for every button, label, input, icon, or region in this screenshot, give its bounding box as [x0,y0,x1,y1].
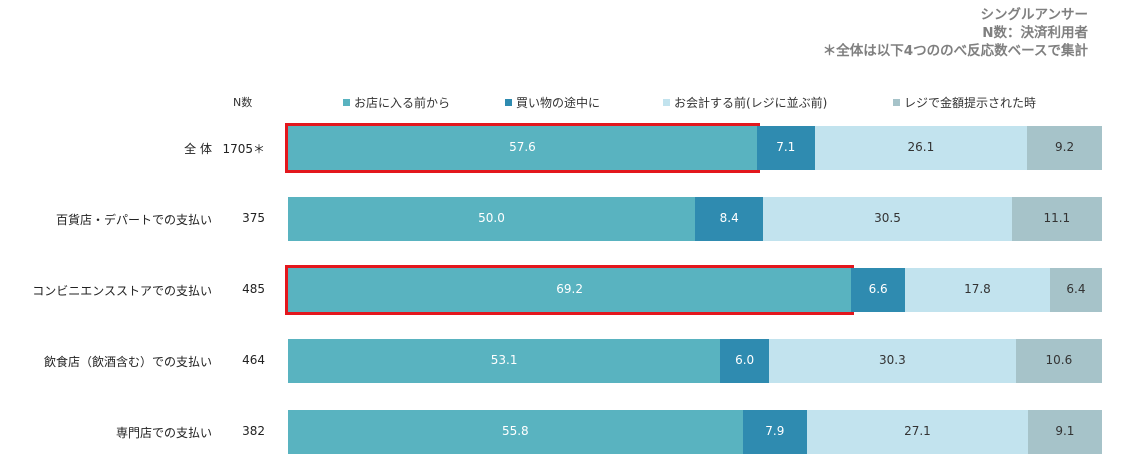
row-label: 飲食店（飲酒含む）での支払い [43,355,212,369]
bar-segment [720,339,770,383]
bar-segment [1027,126,1102,170]
data-label: 50.0 [478,211,505,225]
bar-segment [756,126,815,170]
bar-segment [1049,268,1102,312]
row-n-value: 464 [242,353,265,367]
bar-segment [763,197,1012,241]
data-label: 30.5 [874,211,901,225]
data-label: 26.1 [907,140,935,154]
legend-item: お店に入る前から [343,94,450,111]
legend-label: お会計する前(レジに並ぶ前) [674,96,828,110]
legend-swatch [343,99,350,106]
data-label: 30.3 [879,353,906,367]
legend-label: お店に入る前から [354,96,451,110]
data-label: 9.2 [1055,140,1075,154]
row-label: 百貨店・デパートでの支払い [55,213,212,227]
data-label: 11.1 [1043,211,1071,225]
bar-segment [814,126,1028,170]
data-label: 17.8 [964,282,991,296]
legend-label: レジで金額提示された時 [904,96,1037,110]
bar-segment [1027,410,1102,454]
note-line: N数：決済利用者 [982,25,1088,41]
note-line: シングルアンサー [980,7,1088,23]
legend-item: 買い物の途中に [505,94,600,111]
data-label: 6.6 [868,282,888,296]
row-n-value: 382 [242,424,265,438]
bar-segment [288,339,721,383]
data-label: 57.6 [509,140,536,154]
n-column-header: N数 [233,96,253,109]
note-line: ＊全体は以下4つののべ反応数ベースで集計 [822,43,1088,59]
bar-segment [288,410,743,454]
data-label: 7.1 [776,140,796,154]
row-label: 全 体 [184,142,212,156]
bar-segment [288,126,757,170]
bar-segment [769,339,1016,383]
data-label: 27.1 [904,424,931,438]
bar-segment [288,197,695,241]
data-label: 10.6 [1045,353,1073,367]
legend-swatch [663,99,670,106]
data-label: 8.4 [719,211,739,225]
data-label: 9.1 [1055,424,1075,438]
bar-segment [851,268,905,312]
bar-segment [288,268,852,312]
data-label: 69.2 [556,282,583,296]
bar-segment [1015,339,1102,383]
data-label: 6.0 [735,353,755,367]
data-label: 6.4 [1066,282,1086,296]
bar-segment [695,197,764,241]
legend-swatch [505,99,512,106]
legend-swatch [893,99,900,106]
row-label: 専門店での支払い [115,426,212,440]
legend-item: お会計する前(レジに並ぶ前) [663,94,827,111]
data-label: 53.1 [490,353,518,367]
legend-label: 買い物の途中に [516,96,601,110]
data-label: 55.8 [501,424,529,438]
row-n-value: 485 [242,282,265,296]
row-n-value: 375 [242,211,265,225]
legend-item: レジで金額提示された時 [893,94,1036,111]
chart-notes: シングルアンサー N数：決済利用者 ＊全体は以下4つののべ反応数ベースで集計 [823,6,1088,60]
data-label: 7.9 [765,424,785,438]
row-n-value: 1705＊ [222,142,265,156]
bar-segment [807,410,1028,454]
bar-segment [1011,197,1102,241]
bar-segment [742,410,808,454]
row-label: コンビニエンスストアでの支払い [32,284,212,298]
bar-segment [905,268,1050,312]
